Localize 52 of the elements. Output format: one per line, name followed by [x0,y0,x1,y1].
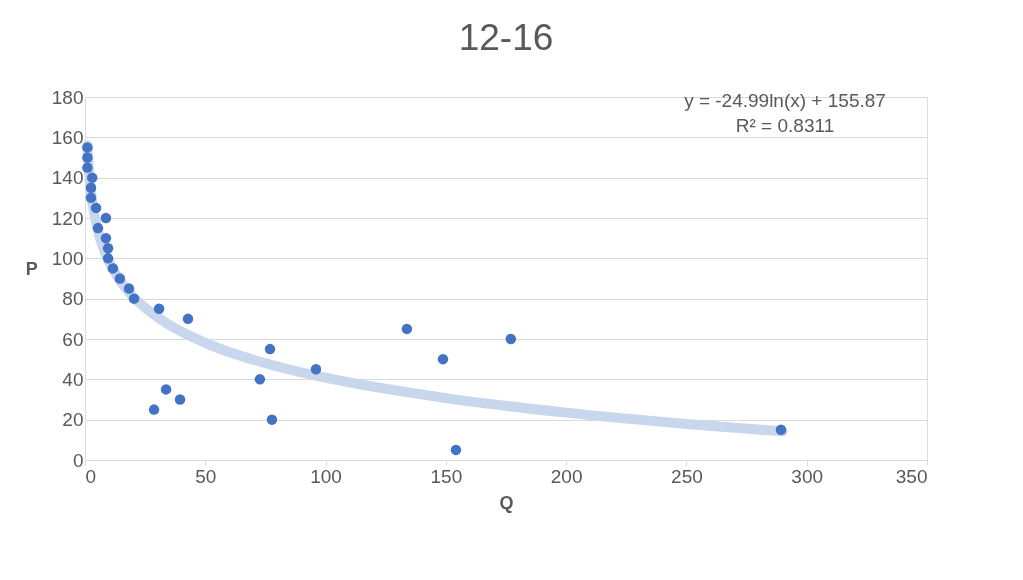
y-tick-label: 160 [51,126,84,148]
point [100,212,112,224]
x-tick-label: 150 [430,465,463,487]
point [114,273,126,284]
point [450,444,462,456]
point [437,353,449,365]
point [90,202,102,214]
point [505,333,517,345]
point [160,384,172,395]
point [102,243,114,254]
point [264,343,276,355]
point [775,424,787,435]
point [148,404,160,415]
point [123,283,135,294]
point [174,394,186,405]
point [82,142,93,153]
point [310,364,322,375]
y-tick-label: 80 [62,288,84,310]
y-tick-label: 20 [62,409,84,431]
point [82,152,93,163]
y-tick-label: 180 [51,86,84,108]
x-tick-label: 100 [310,465,342,487]
chart-title: 12-16 [458,17,554,58]
y-axis-title: P [25,259,38,279]
point [182,313,194,325]
point [153,303,165,314]
point [254,374,266,385]
point [100,232,112,244]
x-tick-label: 250 [671,465,703,487]
y-tick-label: 120 [51,207,84,229]
point [86,172,98,183]
x-tick-label: 200 [550,465,583,487]
point [85,192,97,204]
y-tick-label: 100 [51,247,84,269]
y-tick-label: 40 [62,368,84,390]
point [82,162,93,173]
point [107,263,119,274]
y-tick-label: 140 [51,167,84,189]
point [85,182,97,193]
point [266,414,278,425]
x-tick-label: 350 [895,465,928,487]
point [102,253,114,264]
annotation: y = -24.99ln(x) + 155.87 [684,90,886,111]
y-tick-label: 60 [62,328,84,350]
x-tick-label: 50 [195,465,217,487]
point [401,323,413,335]
y-tick-label: 0 [72,449,84,471]
point [128,293,140,304]
annotation: R² = 0.8311 [735,115,835,136]
x-axis-title: Q [499,492,514,513]
x-tick-label: 300 [791,465,824,487]
point [92,222,104,234]
